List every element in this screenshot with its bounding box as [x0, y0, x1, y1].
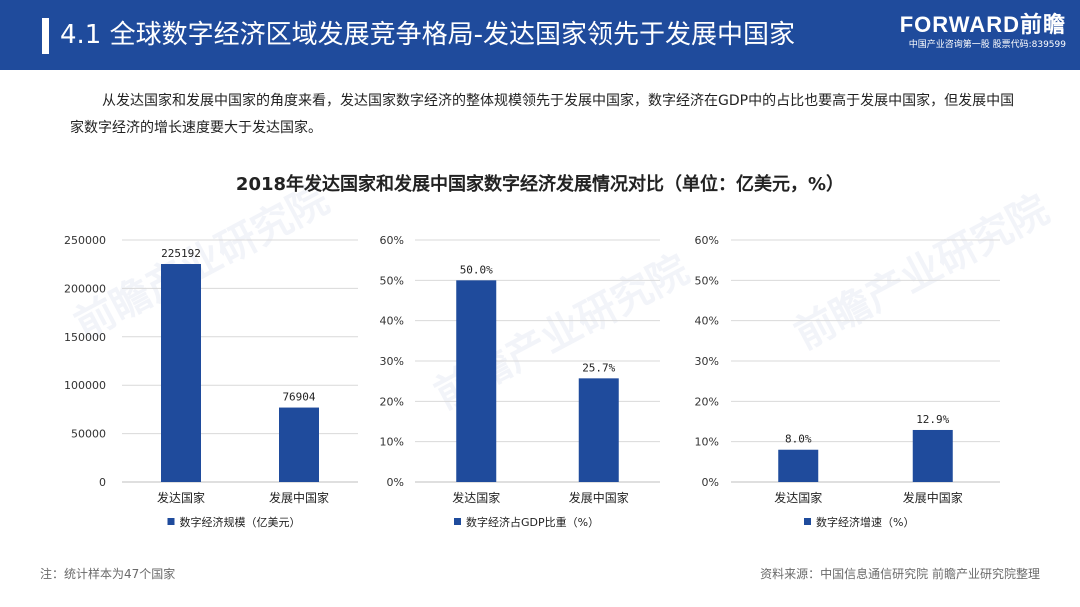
bar [912, 429, 953, 482]
header-banner: 4.1 全球数字经济区域发展竞争格局-发达国家领先于发展中国家 FORWARD前… [0, 0, 1080, 70]
y-tick-label: 10% [380, 436, 404, 449]
y-tick-label: 50% [695, 274, 719, 287]
y-tick-label: 20% [695, 395, 719, 408]
legend-label: 数字经济增速（%） [816, 515, 914, 529]
page-title: 4.1 全球数字经济区域发展竞争格局-发达国家领先于发展中国家 [60, 20, 795, 50]
y-tick-label: 200000 [64, 282, 106, 295]
y-tick-label: 100000 [64, 379, 106, 392]
y-tick-label: 0 [99, 476, 106, 489]
bar [778, 449, 819, 482]
intro-paragraph: 从发达国家和发展中国家的角度来看，发达国家数字经济的整体规模领先于发展中国家，数… [70, 93, 1015, 136]
legend-swatch [167, 518, 175, 525]
bar [456, 280, 497, 482]
legend-label: 数字经济规模（亿美元） [180, 515, 301, 529]
brand-logo: FORWARD前瞻 中国产业咨询第一股 股票代码:839599 [900, 12, 1066, 52]
bar [578, 378, 619, 482]
x-tick-label: 发展中国家 [569, 490, 629, 505]
data-label: 8.0% [785, 433, 812, 446]
legend-swatch [454, 518, 461, 525]
y-tick-label: 0% [702, 476, 719, 489]
y-tick-label: 60% [695, 234, 719, 247]
x-tick-label: 发展中国家 [903, 490, 963, 505]
x-tick-label: 发展中国家 [269, 490, 329, 505]
x-tick-label: 发达国家 [452, 490, 500, 505]
y-tick-label: 30% [695, 355, 719, 368]
x-tick-label: 发达国家 [774, 490, 822, 505]
chart-title: 2018年发达国家和发展中国家数字经济发展情况对比（单位：亿美元，%） [235, 174, 845, 195]
legend-label: 数字经济占GDP比重（%） [466, 515, 599, 529]
bar [161, 264, 201, 482]
brand-name: FORWARD前瞻 [899, 12, 1066, 37]
header-accent-bar [42, 18, 49, 54]
brand-subtitle: 中国产业咨询第一股 股票代码:839599 [908, 40, 1066, 50]
bar [279, 407, 319, 482]
y-tick-label: 250000 [64, 234, 106, 247]
footnote: 注：统计样本为47个国家 [40, 567, 176, 581]
y-tick-label: 0% [387, 476, 404, 489]
data-label: 50.0% [460, 263, 493, 276]
y-tick-label: 50% [380, 274, 404, 287]
data-label: 76904 [282, 391, 315, 404]
y-tick-label: 150000 [64, 331, 106, 344]
y-tick-label: 20% [380, 395, 404, 408]
y-tick-label: 30% [380, 355, 404, 368]
data-label: 25.7% [582, 361, 615, 374]
y-tick-label: 40% [695, 315, 719, 328]
y-tick-label: 50000 [71, 428, 106, 441]
legend-swatch [804, 518, 811, 525]
source-credit: 资料来源：中国信息通信研究院 前瞻产业研究院整理 [760, 567, 1040, 581]
y-tick-label: 60% [380, 234, 404, 247]
data-label: 225192 [161, 247, 201, 260]
y-tick-label: 40% [380, 315, 404, 328]
y-tick-label: 10% [695, 436, 719, 449]
data-label: 12.9% [916, 413, 949, 426]
x-tick-label: 发达国家 [157, 490, 205, 505]
